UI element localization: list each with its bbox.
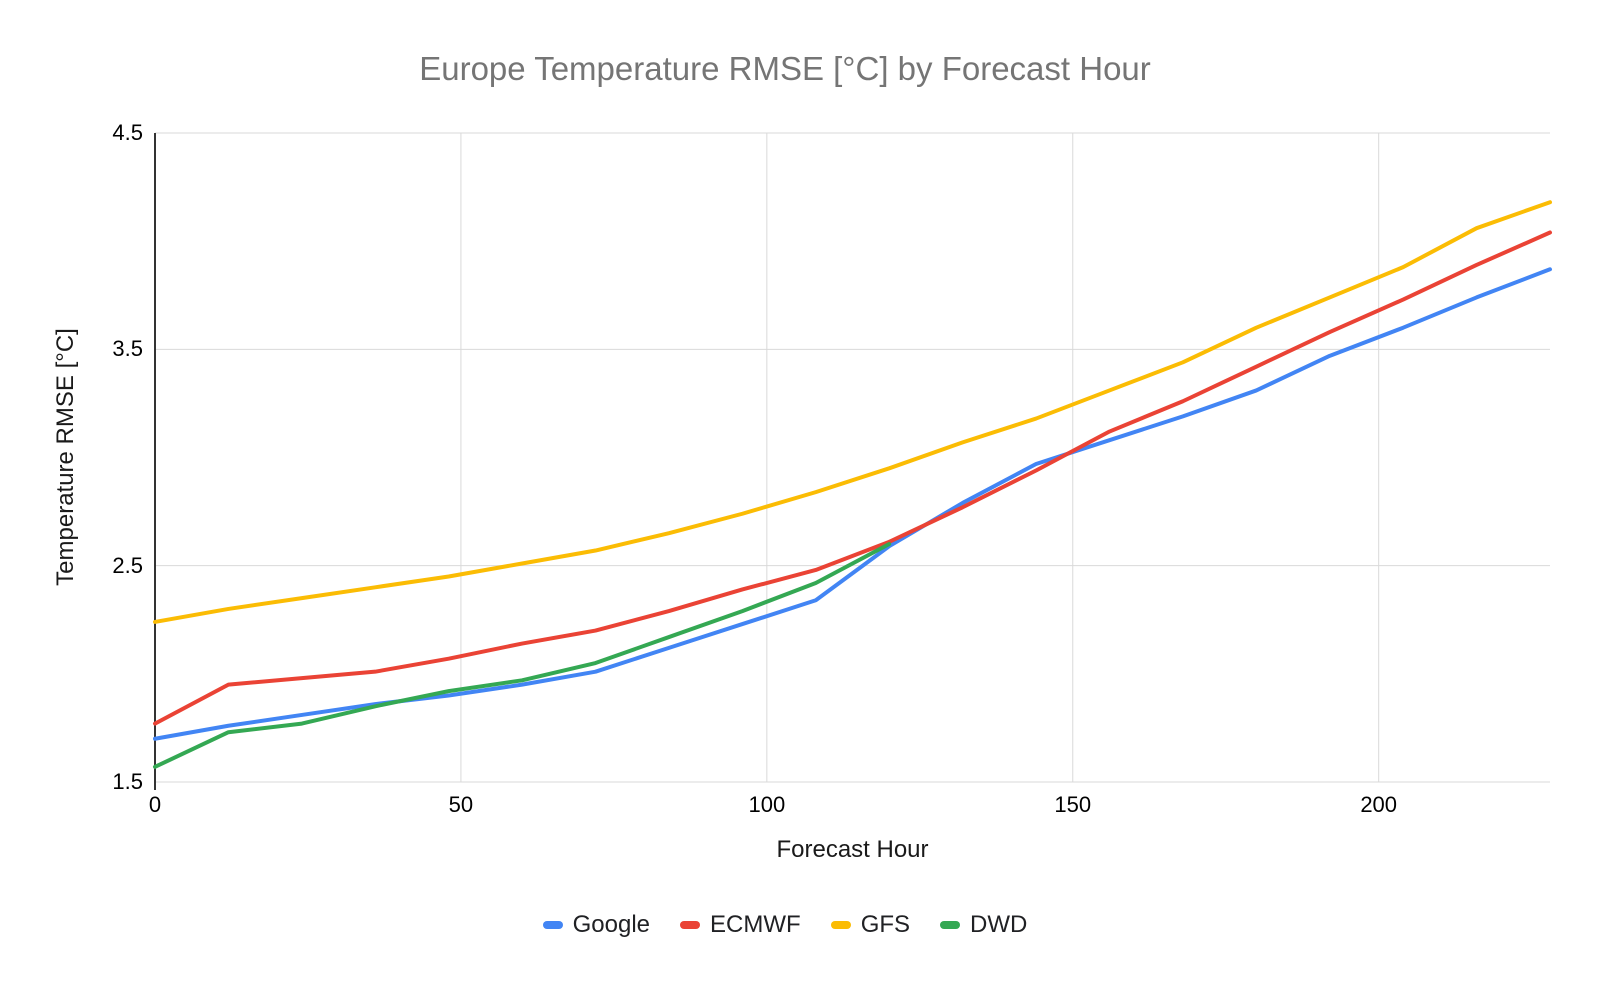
legend-item-google: Google: [542, 911, 651, 939]
legend-swatch-ecmwf: [680, 921, 701, 929]
legend-item-gfs: GFS: [830, 911, 911, 939]
series-line-dwd: [153, 542, 892, 769]
x-tick-label: 100: [748, 792, 786, 817]
legend-swatch-gfs: [830, 921, 851, 929]
y-axis-title: Temperature RMSE [°C]: [52, 328, 79, 586]
y-tick-label: 4.5: [112, 120, 143, 145]
x-tick-label: 200: [1360, 792, 1398, 817]
x-axis-title: Forecast Hour: [776, 836, 929, 863]
legend-item-dwd: DWD: [940, 911, 1027, 939]
legend: Google ECMWF GFS DWD: [0, 910, 1570, 940]
y-tick-label: 2.5: [112, 552, 143, 578]
y-tick-label: 3.5: [112, 336, 143, 362]
series-line-gfs: [153, 200, 1552, 624]
legend-item-ecmwf: ECMWF: [680, 911, 801, 939]
series-line-google: [153, 267, 1552, 741]
x-tick-label: 50: [448, 792, 474, 817]
legend-swatch-google: [542, 921, 563, 929]
chart-title: Europe Temperature RMSE [°C] by Forecast…: [419, 50, 1151, 87]
y-tick-label: 1.5: [112, 769, 143, 794]
legend-label-gfs: GFS: [860, 911, 911, 938]
legend-label-google: Google: [572, 911, 651, 938]
x-tick-label: 150: [1054, 792, 1092, 817]
x-tick-label: 0: [148, 792, 162, 817]
legend-label-ecmwf: ECMWF: [710, 911, 801, 938]
legend-label-dwd: DWD: [970, 911, 1028, 938]
legend-swatch-dwd: [940, 921, 961, 929]
series-line-ecmwf: [153, 230, 1552, 726]
